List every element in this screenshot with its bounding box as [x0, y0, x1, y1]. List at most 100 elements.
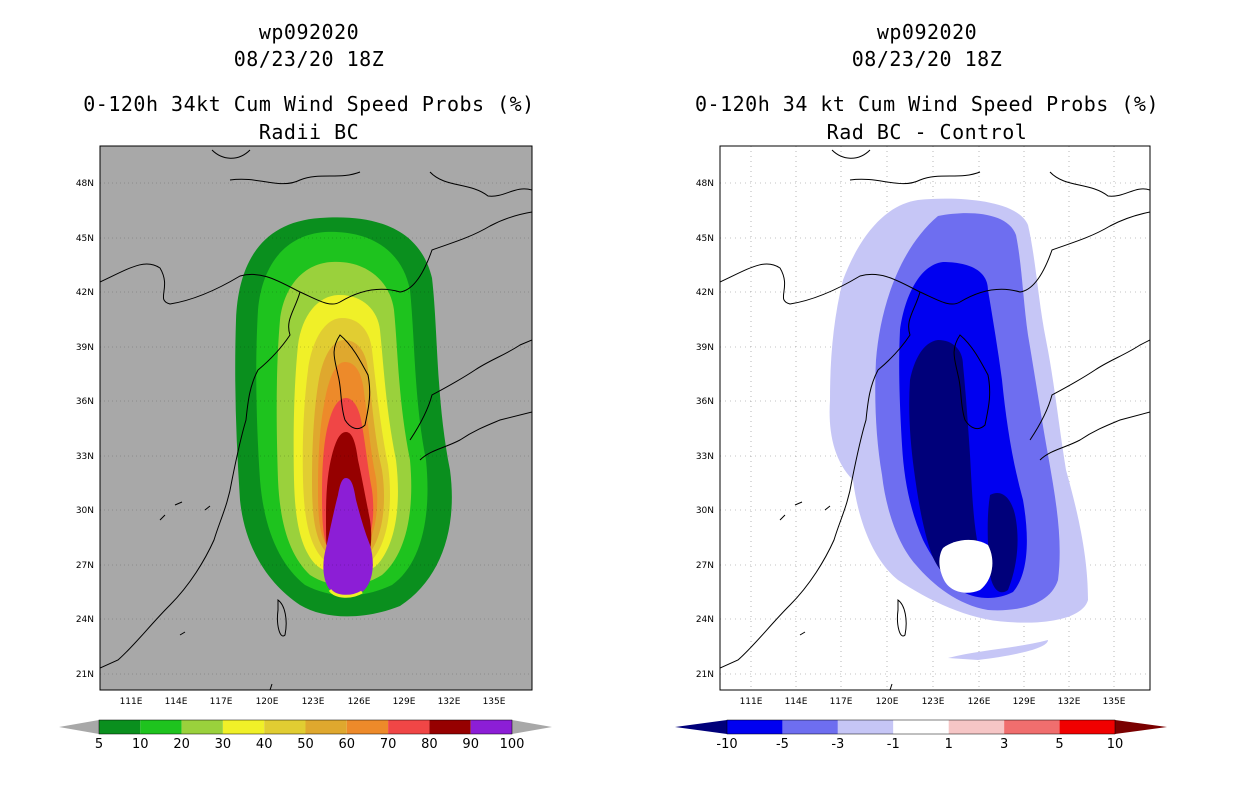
- lon-label: 117E: [830, 697, 853, 707]
- colorbar-label: 80: [421, 737, 438, 752]
- difference-contours: [829, 198, 1088, 660]
- colorbar-label: 100: [500, 737, 525, 752]
- lon-label: 129E: [1013, 697, 1036, 707]
- colorbar-segment: [470, 720, 512, 734]
- lon-label: 111E: [120, 697, 143, 707]
- probability-contours: [235, 217, 452, 617]
- colorbar-label: 20: [173, 737, 190, 752]
- map-frame: [719, 145, 1151, 691]
- colorbar-outline: [98, 719, 513, 735]
- lat-label: 42N: [76, 288, 94, 298]
- lon-label: 132E: [1058, 697, 1081, 707]
- colorbar-outline: [726, 719, 1116, 735]
- lon-label: 120E: [876, 697, 899, 707]
- lon-label: 120E: [256, 697, 279, 707]
- lon-label: 129E: [393, 697, 416, 707]
- lat-label: 24N: [696, 615, 714, 625]
- contour-zero-hole: [939, 539, 993, 593]
- left-map-figure: 48N 45N 42N 39N 36N 33N 30N 27N 24N 21N …: [59, 145, 552, 752]
- colorbar-segment: [305, 720, 347, 734]
- colorbar-end-high: [512, 720, 552, 734]
- longitude-labels: 111E 114E 117E 120E 123E 126E 129E 132E …: [740, 697, 1126, 707]
- colorbar-segment: [727, 720, 783, 734]
- date-title: 08/23/20 18Z: [851, 47, 1003, 71]
- colorbar-segment: [388, 720, 430, 734]
- lat-label: 21N: [76, 670, 94, 680]
- colorbar-segment: [782, 720, 838, 734]
- coastlines: [100, 149, 532, 690]
- colorbar-segment: [181, 720, 223, 734]
- main-title: 0-120h 34 kt Cum Wind Speed Probs (%): [694, 92, 1160, 116]
- colorbar: -10 -5 -3 -1 1 3 5 10: [675, 719, 1167, 752]
- colorbar-label: 30: [215, 737, 232, 752]
- colorbar-segment: [264, 720, 306, 734]
- colorbar-label: -1: [887, 737, 900, 752]
- colorbar-segment: [429, 720, 471, 734]
- colorbar-label: -5: [776, 737, 789, 752]
- lat-label: 39N: [696, 343, 714, 353]
- subtitle: Rad BC - Control: [826, 120, 1028, 144]
- colorbar-end-high: [1115, 720, 1167, 734]
- lat-label: 39N: [76, 343, 94, 353]
- colorbar-end-low: [675, 720, 727, 734]
- storm-id-title: wp092020: [258, 20, 360, 44]
- longitude-labels: 111E 114E 117E 120E 123E 126E 129E 132E …: [120, 697, 506, 707]
- gridlines: [100, 182, 532, 675]
- colorbar-label: 90: [462, 737, 479, 752]
- lon-label: 123E: [922, 697, 945, 707]
- colorbar-label: 10: [132, 737, 149, 752]
- map-frame: [99, 145, 533, 691]
- lat-label: 36N: [76, 397, 94, 407]
- colorbar-label: -10: [716, 737, 737, 752]
- lon-label: 114E: [165, 697, 188, 707]
- latitude-labels: 48N 45N 42N 39N 36N 33N 30N 27N 24N 21N: [696, 179, 714, 680]
- right-panel: wp092020 08/23/20 18Z 0-120h 34 kt Cum W…: [618, 0, 1236, 800]
- lat-label: 48N: [76, 179, 94, 189]
- lat-label: 30N: [76, 506, 94, 516]
- contour-90: [323, 478, 373, 597]
- lat-label: 45N: [696, 234, 714, 244]
- lat-label: 36N: [696, 397, 714, 407]
- lon-label: 123E: [302, 697, 325, 707]
- colorbar-segment: [222, 720, 265, 734]
- colorbar-segment: [1059, 720, 1115, 734]
- main-title: 0-120h 34kt Cum Wind Speed Probs (%): [83, 92, 535, 116]
- colorbar-label: 5: [1055, 737, 1063, 752]
- contour-minus-10: [909, 340, 1018, 593]
- colorbar-segment: [893, 720, 949, 734]
- lon-label: 117E: [210, 697, 233, 707]
- colorbar-label: 70: [380, 737, 397, 752]
- lon-label: 135E: [1103, 697, 1126, 707]
- lon-label: 126E: [348, 697, 371, 707]
- lat-label: 33N: [696, 452, 714, 462]
- colorbar-label: 5: [95, 737, 103, 752]
- lon-label: 111E: [740, 697, 763, 707]
- left-panel: wp092020 08/23/20 18Z 0-120h 34kt Cum Wi…: [59, 20, 552, 752]
- lat-label: 27N: [76, 561, 94, 571]
- coastlines: [720, 149, 1150, 690]
- colorbar-label: 1: [945, 737, 953, 752]
- lat-label: 42N: [696, 288, 714, 298]
- lat-label: 48N: [696, 179, 714, 189]
- colorbar-label: 50: [297, 737, 314, 752]
- date-title: 08/23/20 18Z: [233, 47, 385, 71]
- colorbar-segment: [948, 720, 1005, 734]
- colorbar-label: 40: [256, 737, 273, 752]
- lon-label: 132E: [438, 697, 461, 707]
- lon-label: 126E: [968, 697, 991, 707]
- colorbar-label: 3: [1000, 737, 1008, 752]
- lat-label: 21N: [696, 670, 714, 680]
- lon-label: 114E: [785, 697, 808, 707]
- lat-label: 33N: [76, 452, 94, 462]
- latitude-labels: 48N 45N 42N 39N 36N 33N 30N 27N 24N 21N: [76, 179, 94, 680]
- colorbar-segment: [1004, 720, 1060, 734]
- colorbar-segment: [140, 720, 182, 734]
- lat-label: 24N: [76, 615, 94, 625]
- storm-id-title: wp092020: [876, 20, 978, 44]
- colorbar-label: 60: [339, 737, 356, 752]
- colorbar-end-low: [59, 720, 99, 734]
- lon-label: 135E: [483, 697, 506, 707]
- colorbar-segment: [346, 720, 389, 734]
- colorbar-segment: [99, 720, 141, 734]
- colorbar-label: -3: [831, 737, 844, 752]
